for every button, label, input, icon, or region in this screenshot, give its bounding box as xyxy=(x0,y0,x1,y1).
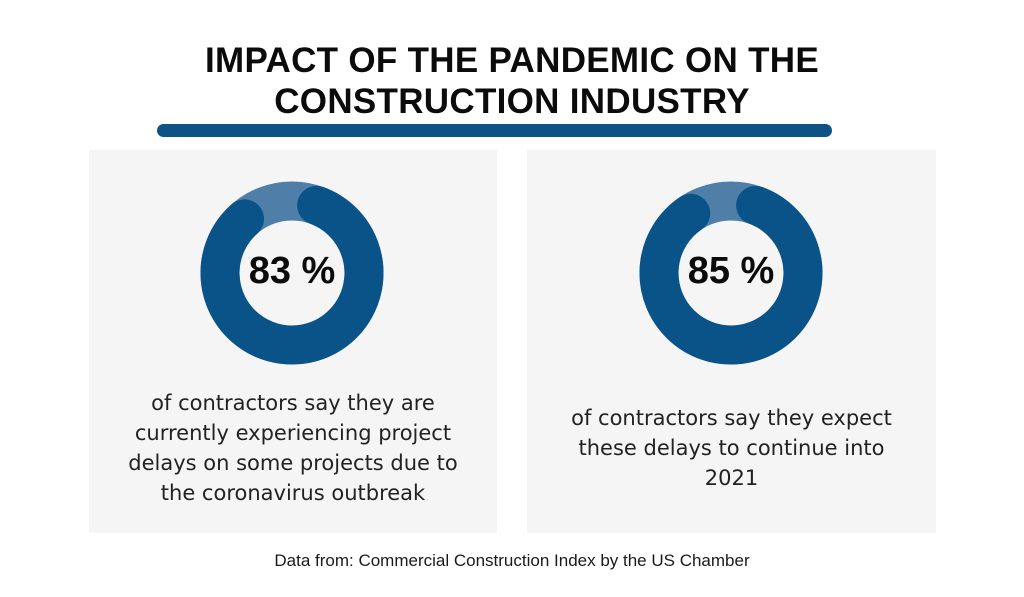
title-underline-bar xyxy=(157,124,832,137)
donut-value-arc xyxy=(200,185,384,365)
donut-percent-label: 83 % xyxy=(248,250,336,292)
stat-description: of contractors say they are currently ex… xyxy=(89,388,497,508)
description-line: delays on some projects due to xyxy=(128,451,458,475)
description-line: these delays to continue into xyxy=(578,436,885,460)
description-line: currently experiencing project xyxy=(134,421,452,445)
page-title: IMPACT OF THE PANDEMIC ON THE CONSTRUCTI… xyxy=(0,40,1024,122)
description-line: the coronavirus outbreak xyxy=(160,481,426,505)
donut-chart-85 xyxy=(639,181,823,365)
title-line-1: IMPACT OF THE PANDEMIC ON THE xyxy=(204,41,820,80)
stat-panel-right: 85 % of contractors say they expect thes… xyxy=(527,150,936,533)
donut-percent-label: 85 % xyxy=(687,250,775,292)
stat-panel-left: 83 % of contractors say they are current… xyxy=(89,150,497,533)
donut-chart-83 xyxy=(200,181,384,365)
donut-value-arc xyxy=(639,185,823,365)
data-source-note: Data from: Commercial Construction Index… xyxy=(274,551,750,570)
description-line: 2021 xyxy=(704,466,759,490)
stat-description: of contractors say they expect these del… xyxy=(527,403,936,493)
description-line: of contractors say they expect xyxy=(571,406,892,430)
title-line-2: CONSTRUCTION INDUSTRY xyxy=(274,82,750,121)
description-line: of contractors say they are xyxy=(151,391,435,415)
